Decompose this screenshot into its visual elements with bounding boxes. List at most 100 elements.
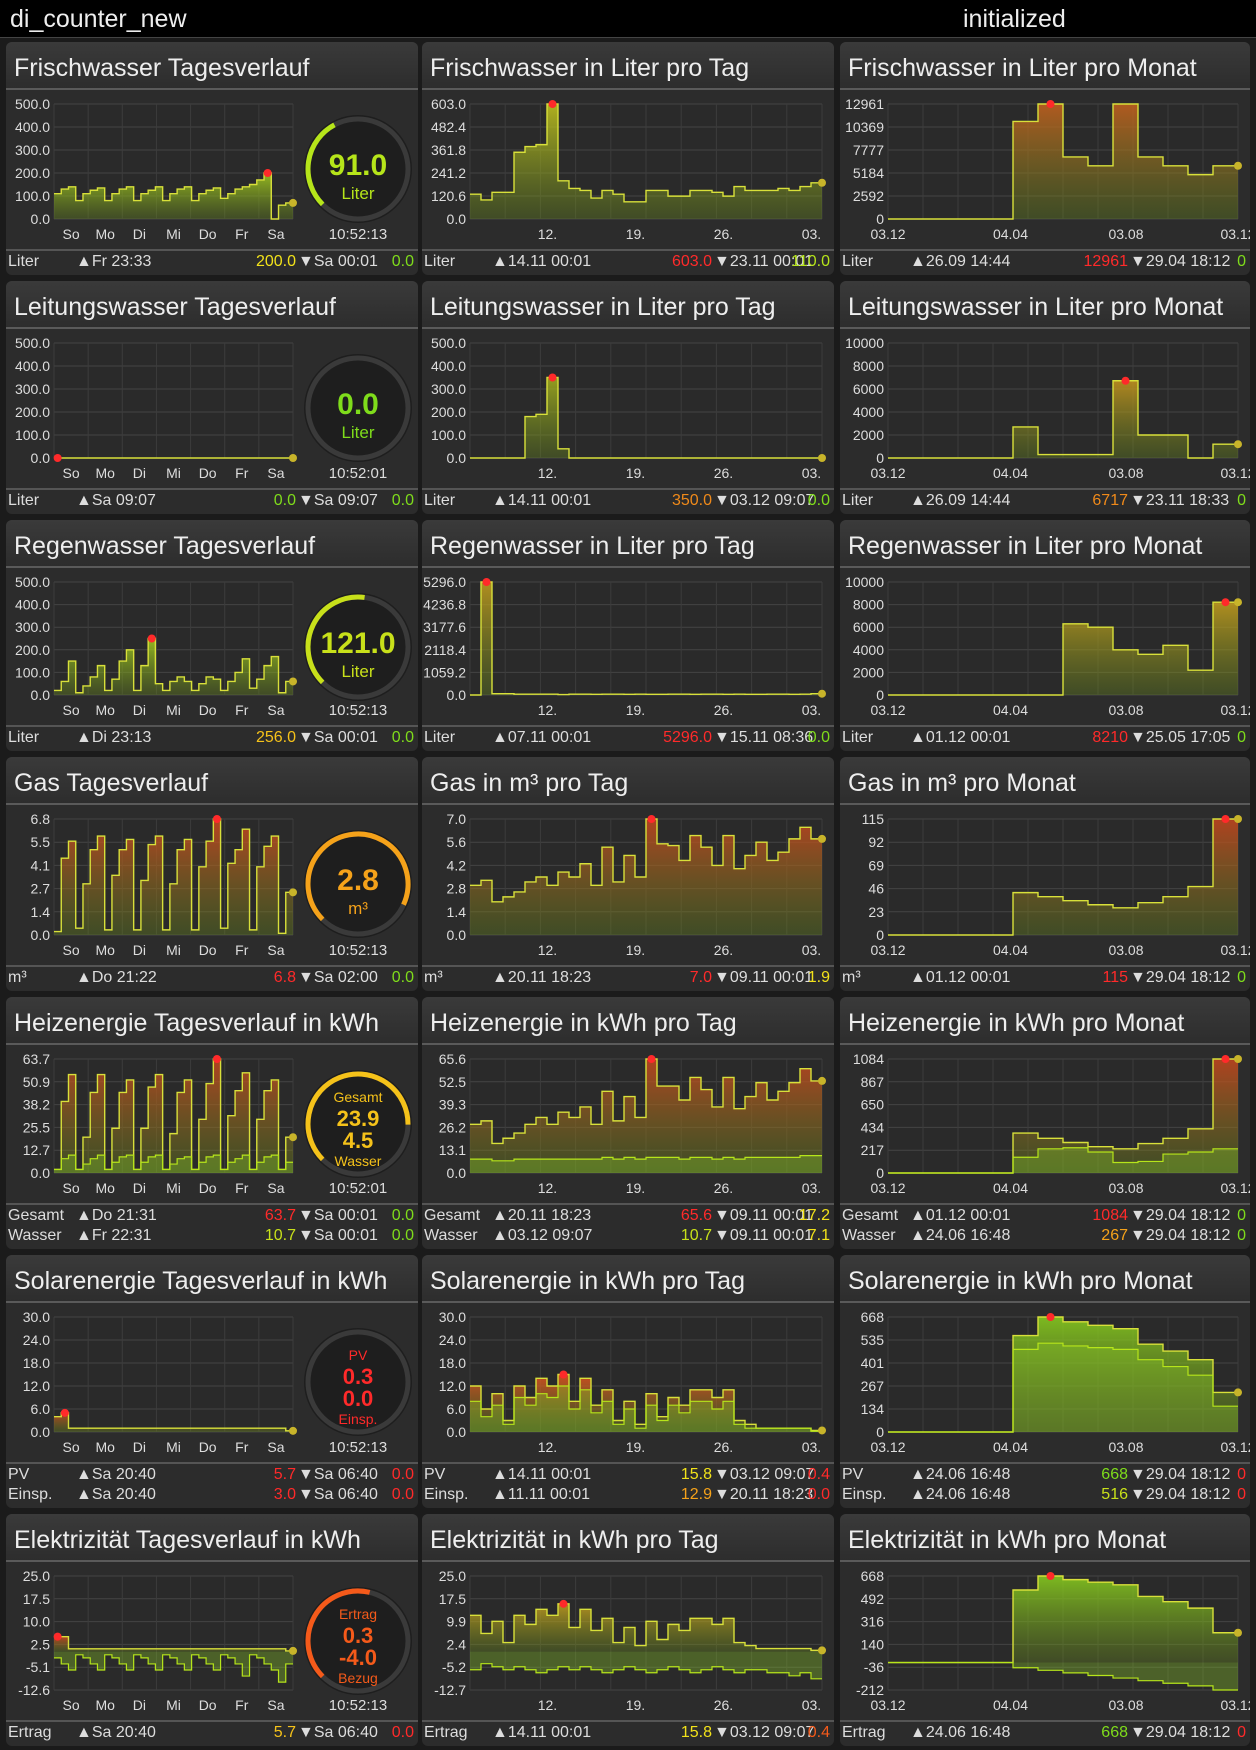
minmax-divider	[6, 725, 418, 727]
max-time: ▲24.06 16:48	[910, 1227, 1011, 1244]
y-tick-label: 241.2	[431, 165, 466, 181]
max-marker	[647, 1055, 656, 1063]
panel-elek-2: 668492316140-36-21203.1204.0403.0803.12E…	[840, 1514, 1250, 1746]
min-value: 0.0	[807, 492, 830, 509]
max-time: ▲24.06 16:48	[910, 1486, 1011, 1503]
y-tick-label: -212	[856, 1682, 884, 1698]
minmax-row: Wasser ▲Fr 22:31 10.7 ▼Sa 00:01 0.0	[6, 1227, 418, 1247]
chart: 500.0 400.0 300.0 200.0 100.0 0.0 So Mo Di Mi Do Fr…	[15, 96, 412, 243]
min-value: 0	[1237, 1466, 1246, 1483]
last-marker	[1234, 1388, 1242, 1397]
max-marker	[147, 634, 156, 643]
x-tick-label: Fr	[235, 226, 249, 242]
panel-title: Leitungswasser Tagesverlauf	[6, 281, 418, 329]
x-tick-label: Fr	[235, 1697, 249, 1713]
x-tick-label: Mi	[166, 1439, 181, 1455]
y-tick-label: 668	[861, 1568, 885, 1584]
x-tick-label: Di	[133, 1697, 146, 1713]
minmax-label: PV	[8, 1466, 30, 1483]
max-time: ▲14.11 00:01	[492, 253, 592, 270]
gauge-value: 121.0	[320, 627, 395, 660]
y-tick-label: 23	[868, 904, 884, 920]
x-tick-label: So	[63, 1697, 80, 1713]
gauge-value2: -4.0	[339, 1645, 377, 1670]
y-tick-label: 6000	[853, 381, 884, 397]
y-tick-label: 92	[868, 834, 884, 850]
minmax-label: m³	[424, 969, 443, 986]
minmax-row: Ertrag ▲24.06 16:48 668 ▼29.04 18:12 0	[840, 1724, 1250, 1744]
min-time: ▼23.11 18:33	[1130, 492, 1230, 509]
x-tick-label: 19.	[626, 702, 645, 718]
x-tick-label: So	[63, 465, 80, 481]
gauge-label1: Ertrag	[339, 1606, 377, 1622]
last-marker	[1234, 161, 1242, 170]
minmax-divider	[6, 1720, 418, 1722]
x-tick-label: Do	[199, 702, 217, 718]
y-tick-label: 482.4	[431, 119, 466, 135]
minmax-label: Liter	[842, 492, 874, 509]
series2-area	[888, 1662, 1238, 1690]
y-tick-label: 24.0	[439, 1332, 466, 1348]
min-value: 0	[1237, 1207, 1246, 1224]
min-value: 0	[1237, 729, 1246, 746]
x-tick-label: Mi	[166, 226, 181, 242]
x-tick-label: 03.12	[1220, 942, 1250, 958]
x-tick-label: 26.	[714, 942, 733, 958]
y-tick-label: 300.0	[431, 381, 466, 397]
max-time: ▲11.11 00:01	[492, 1486, 590, 1503]
y-tick-label: 200.0	[15, 165, 50, 181]
min-time: ▼20.11 18:23	[714, 1486, 814, 1503]
x-tick-label: Di	[133, 942, 146, 958]
panel-gas-0: 6.8 5.5 4.1 2.7 1.4 0.0 So Mo Di Mi Do Fr Sa 2.8 m³ 10:…	[6, 757, 418, 991]
series-line	[888, 818, 1238, 936]
last-marker	[289, 198, 297, 207]
y-tick-label: 100.0	[15, 664, 50, 680]
gauge-bg	[304, 1328, 412, 1436]
min-value: 0	[1237, 253, 1246, 270]
y-tick-label: 1.4	[447, 904, 467, 920]
panel-title: Leitungswasser in Liter pro Monat	[840, 281, 1250, 329]
x-tick-label: 19.	[626, 1439, 645, 1455]
minmax-label: Wasser	[8, 1227, 62, 1244]
panel-title: Regenwasser Tagesverlauf	[6, 520, 418, 568]
series-line	[470, 818, 822, 903]
y-tick-label: 12961	[845, 96, 884, 112]
minmax-row: Liter ▲07.11 00:01 5296.0 ▼15.11 08:36 0.0	[422, 729, 834, 749]
gauge-bg	[304, 593, 412, 701]
min-value: 0.0	[807, 1486, 830, 1503]
min-value: 0	[1237, 969, 1246, 986]
minmax-row: Liter ▲14.11 00:01 603.0 ▼23.11 00:01 110.0	[422, 253, 834, 273]
y-tick-label: 0	[876, 1424, 884, 1440]
x-tick-label: Mo	[95, 702, 115, 718]
y-tick-label: -36	[864, 1659, 884, 1675]
x-tick-label: 03.08	[1108, 942, 1143, 958]
max-marker	[548, 373, 557, 382]
series-line	[54, 172, 293, 220]
min-value: 17.2	[798, 1207, 830, 1224]
series-line	[54, 818, 293, 934]
gauge-value2: 0.0	[343, 1386, 374, 1411]
gauge-bg	[304, 115, 412, 223]
y-tick-label: 300.0	[15, 381, 50, 397]
x-tick-label: Do	[199, 226, 217, 242]
x-tick-label: 12.	[538, 1697, 557, 1713]
y-tick-label: 120.6	[431, 188, 466, 204]
minmax-label: Ertrag	[8, 1724, 52, 1741]
gauge-time: 10:52:01	[329, 1180, 387, 1197]
x-tick-label: Sa	[267, 465, 284, 481]
min-value: 0.4	[807, 1724, 830, 1741]
y-tick-label: 39.3	[439, 1097, 466, 1113]
last-marker	[289, 888, 297, 897]
min-value: 0	[1237, 492, 1246, 509]
max-time: ▲14.11 00:01	[492, 492, 592, 509]
max-time: ▲Do 21:22	[76, 969, 157, 986]
max-time: ▲01.12 00:01	[910, 1207, 1011, 1224]
panel-title: Regenwasser in Liter pro Tag	[422, 520, 834, 568]
series-area	[54, 1059, 293, 1173]
panel-title: Heizenergie in kWh pro Monat	[840, 997, 1250, 1045]
max-marker	[53, 454, 62, 462]
panel-heiz-0: 63.7 50.9 38.2 25.5 12.7 0.0 So Mo Di Mi Do Fr Sa Ges…	[6, 997, 418, 1249]
